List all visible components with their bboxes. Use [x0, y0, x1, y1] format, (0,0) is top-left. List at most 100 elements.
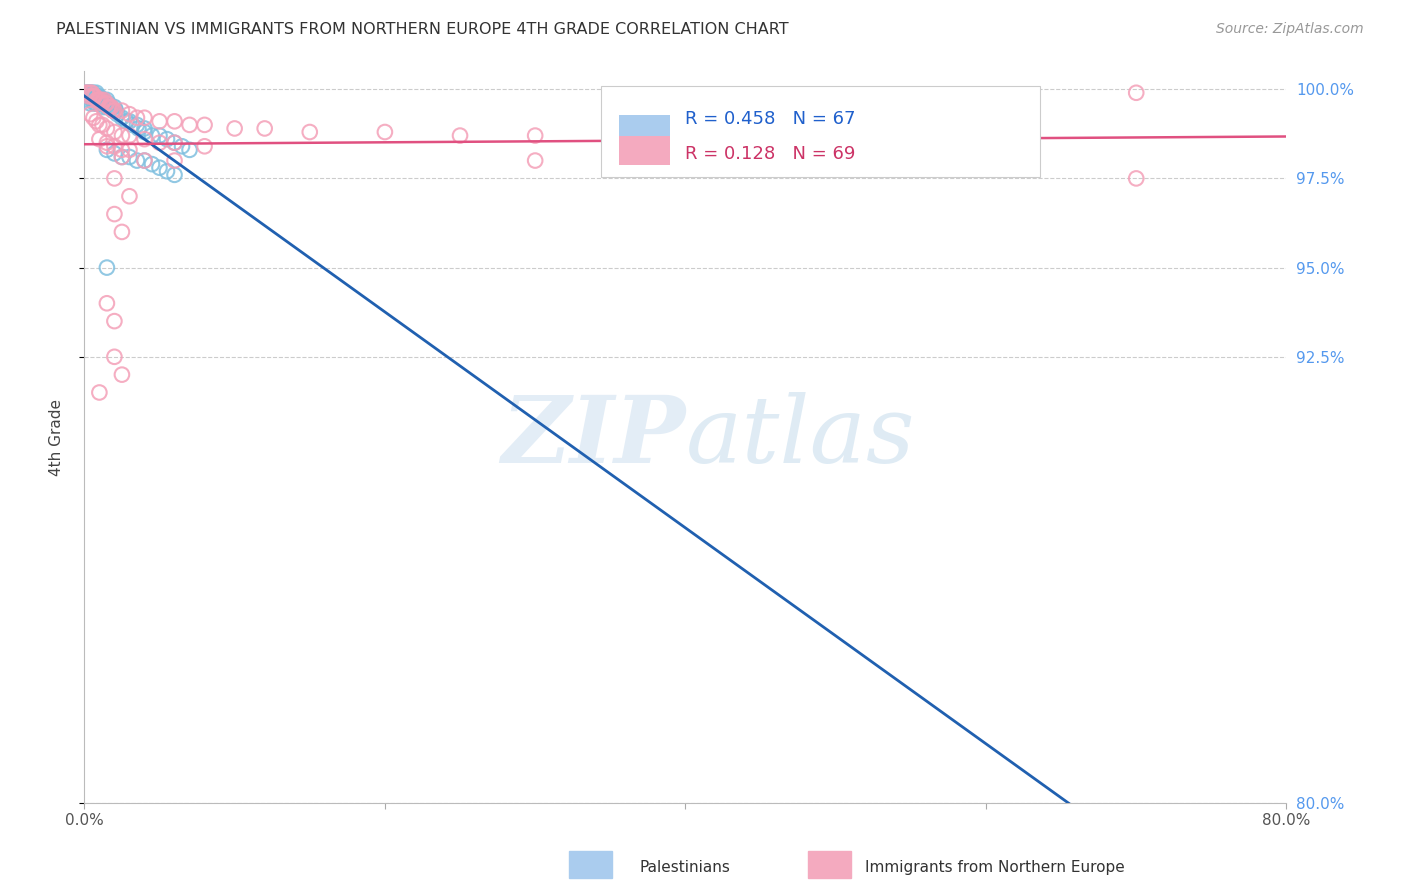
- Y-axis label: 4th Grade: 4th Grade: [49, 399, 63, 475]
- Point: [87, 93, 110, 107]
- Point: [103, 314, 125, 328]
- Point: [524, 128, 547, 143]
- Point: [93, 100, 115, 114]
- Point: [96, 139, 118, 153]
- Point: [82, 89, 104, 103]
- Point: [96, 121, 118, 136]
- Point: [87, 93, 110, 107]
- Point: [83, 89, 105, 103]
- Point: [163, 136, 186, 150]
- Point: [179, 118, 201, 132]
- Point: [125, 118, 148, 132]
- Point: [111, 128, 134, 143]
- Point: [93, 93, 115, 107]
- Point: [89, 385, 111, 400]
- Point: [86, 96, 108, 111]
- Point: [89, 93, 111, 107]
- Point: [1125, 86, 1147, 100]
- Bar: [569, 851, 612, 878]
- Point: [89, 89, 111, 103]
- Text: PALESTINIAN VS IMMIGRANTS FROM NORTHERN EUROPE 4TH GRADE CORRELATION CHART: PALESTINIAN VS IMMIGRANTS FROM NORTHERN …: [56, 22, 789, 37]
- Text: Palestinians: Palestinians: [640, 860, 731, 874]
- Point: [80, 89, 103, 103]
- Point: [86, 89, 108, 103]
- Point: [76, 86, 98, 100]
- Point: [97, 100, 120, 114]
- Point: [79, 86, 101, 100]
- Point: [141, 157, 163, 171]
- Point: [163, 114, 186, 128]
- Point: [96, 96, 118, 111]
- Point: [194, 118, 217, 132]
- Point: [103, 103, 125, 118]
- Point: [77, 93, 100, 107]
- Point: [77, 86, 100, 100]
- Point: [103, 100, 125, 114]
- Point: [103, 125, 125, 139]
- Point: [134, 111, 156, 125]
- Point: [101, 103, 124, 118]
- Point: [98, 100, 121, 114]
- Point: [83, 96, 105, 111]
- FancyBboxPatch shape: [619, 115, 669, 145]
- Point: [91, 118, 114, 132]
- Point: [77, 89, 100, 103]
- Text: R = 0.128   N = 69: R = 0.128 N = 69: [686, 145, 856, 162]
- Point: [125, 153, 148, 168]
- Point: [134, 125, 156, 139]
- Point: [148, 128, 170, 143]
- Point: [94, 96, 117, 111]
- Point: [449, 128, 471, 143]
- Point: [115, 114, 138, 128]
- Point: [80, 86, 103, 100]
- Point: [75, 86, 97, 100]
- Point: [107, 107, 129, 121]
- Point: [83, 89, 105, 103]
- Point: [96, 100, 118, 114]
- Point: [77, 89, 100, 103]
- Point: [156, 164, 179, 178]
- Point: [91, 96, 114, 111]
- Point: [1125, 171, 1147, 186]
- Point: [97, 96, 120, 111]
- Point: [118, 143, 141, 157]
- Point: [76, 89, 98, 103]
- Point: [121, 118, 143, 132]
- Point: [374, 125, 396, 139]
- Point: [86, 86, 108, 100]
- Text: R = 0.458   N = 67: R = 0.458 N = 67: [686, 110, 856, 128]
- Point: [111, 111, 134, 125]
- Point: [194, 139, 217, 153]
- Point: [111, 103, 134, 118]
- Point: [82, 86, 104, 100]
- Point: [80, 93, 103, 107]
- Text: Source: ZipAtlas.com: Source: ZipAtlas.com: [1216, 22, 1364, 37]
- Point: [103, 171, 125, 186]
- Point: [96, 143, 118, 157]
- Point: [94, 96, 117, 111]
- Point: [134, 132, 156, 146]
- Point: [98, 100, 121, 114]
- Point: [80, 86, 103, 100]
- Point: [87, 89, 110, 103]
- Point: [83, 93, 105, 107]
- Point: [103, 146, 125, 161]
- Point: [148, 136, 170, 150]
- Point: [141, 128, 163, 143]
- Point: [96, 260, 118, 275]
- Point: [134, 153, 156, 168]
- Point: [89, 118, 111, 132]
- Point: [163, 153, 186, 168]
- Point: [111, 143, 134, 157]
- Point: [80, 89, 103, 103]
- Point: [148, 114, 170, 128]
- Point: [82, 93, 104, 107]
- Point: [96, 296, 118, 310]
- Point: [118, 128, 141, 143]
- Point: [93, 93, 115, 107]
- Point: [96, 136, 118, 150]
- Point: [91, 96, 114, 111]
- Point: [111, 150, 134, 164]
- Point: [101, 103, 124, 118]
- Point: [163, 168, 186, 182]
